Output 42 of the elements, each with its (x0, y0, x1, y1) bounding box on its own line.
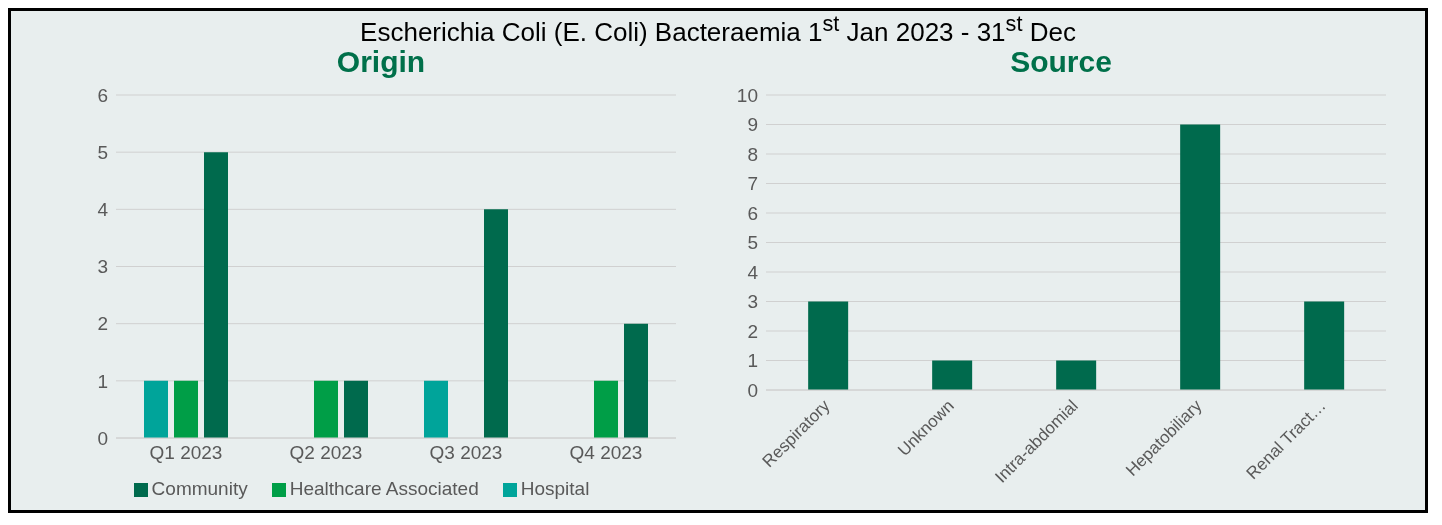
bar (344, 380, 368, 438)
y-tick-label: 7 (747, 173, 758, 195)
y-tick-label: 5 (97, 141, 108, 163)
bar (1056, 360, 1097, 390)
bar (174, 380, 198, 438)
y-tick-label: 2 (747, 320, 758, 342)
y-tick-label: 1 (97, 370, 108, 392)
y-tick-label: 6 (747, 202, 758, 224)
x-tick-label: Q3 2023 (429, 442, 503, 464)
y-tick-label: 3 (747, 291, 758, 313)
bar (424, 380, 448, 438)
legend-label: Hospital (520, 478, 590, 499)
y-tick-label: 2 (97, 313, 108, 335)
legend-label: Healthcare Associated (289, 478, 479, 499)
x-tick-label: Q2 2023 (289, 442, 363, 464)
bar (1180, 124, 1221, 390)
y-tick-label: 9 (747, 114, 758, 136)
bar (932, 360, 973, 390)
y-tick-label: 0 (97, 427, 108, 449)
bar (314, 380, 338, 438)
text: Escherichia Coli (E. Coli) Bacteraemia 1$^{st}$ Jan 2023 - 31$^{st}$ Dec (359, 11, 1077, 47)
y-tick-label: 4 (97, 199, 109, 221)
bar (594, 380, 618, 438)
x-tick-label: Q1 2023 (149, 442, 223, 464)
chart-title: Origin (335, 45, 427, 80)
bar (484, 209, 508, 438)
bar (808, 301, 849, 390)
bar (204, 152, 228, 438)
bar (1304, 301, 1345, 390)
y-tick-label: 10 (736, 84, 758, 106)
x-tick-label: Q4 2023 (569, 442, 643, 464)
y-tick-label: 5 (747, 232, 758, 254)
y-tick-label: 0 (747, 379, 758, 401)
y-tick-label: 8 (747, 143, 758, 165)
legend-label: Community (151, 478, 248, 499)
y-tick-label: 6 (97, 84, 108, 106)
y-tick-label: 4 (747, 261, 759, 283)
bar (144, 380, 168, 438)
y-tick-label: 3 (97, 256, 108, 278)
chart-title: Source (1009, 45, 1113, 80)
y-tick-label: 1 (747, 350, 758, 372)
bar (624, 323, 648, 438)
